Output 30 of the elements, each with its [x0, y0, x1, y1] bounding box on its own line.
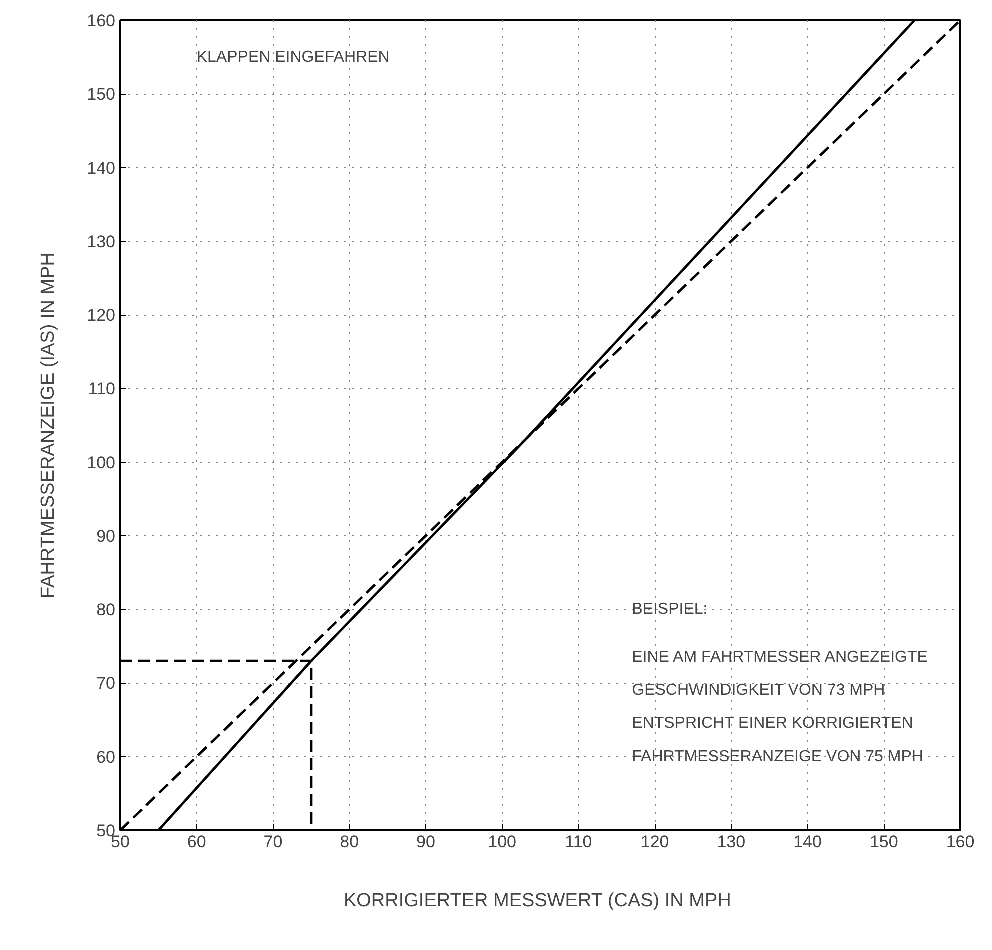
y-tick-label: 150: [87, 85, 116, 104]
y-tick-label: 110: [88, 380, 116, 399]
y-axis-title: FAHRTMESSERANZEIGE (IAS) IN MPH: [38, 252, 60, 598]
annotation: EINE AM FAHRTMESSER ANGEZEIGTE: [632, 648, 928, 666]
y-tick-label: 70: [96, 674, 116, 694]
y-tick-label: 60: [96, 748, 116, 767]
x-axis-title: KORRIGIERTER MESSWERT (CAS) IN MPH: [344, 890, 732, 912]
y-tick-label: 140: [87, 158, 116, 178]
x-tick-label: 100: [488, 832, 517, 852]
annotation: BEISPIEL:: [632, 601, 708, 618]
y-tick-label: 130: [87, 232, 116, 252]
y-tick-label: 80: [96, 600, 116, 620]
x-tick-label: 130: [717, 832, 746, 852]
x-tick-label: 80: [340, 832, 360, 852]
x-tick-label: 140: [794, 832, 822, 852]
annotation: KLAPPEN EINGEFAHREN: [196, 48, 390, 66]
x-tick-label: 90: [416, 832, 436, 852]
y-tick-label: 160: [87, 12, 116, 30]
annotation: FAHRTMESSERANZEIGE VON 75 MPH: [632, 748, 924, 766]
y-tick-label: 100: [87, 453, 116, 472]
y-tick-label: 90: [96, 526, 116, 546]
x-tick-label: 70: [264, 832, 283, 852]
y-tick-label: 120: [87, 306, 116, 326]
annotation: ENTSPRICHT EINER KORRIGIERTEN: [632, 715, 914, 732]
x-tick-label: 60: [187, 832, 206, 852]
annotation: GESCHWINDIGKEIT VON 73 MPH: [632, 682, 886, 700]
x-tick-label: 160: [946, 832, 975, 852]
x-tick-label: 150: [870, 832, 898, 852]
x-tick-label: 110: [565, 832, 592, 852]
x-tick-label: 120: [640, 832, 670, 852]
